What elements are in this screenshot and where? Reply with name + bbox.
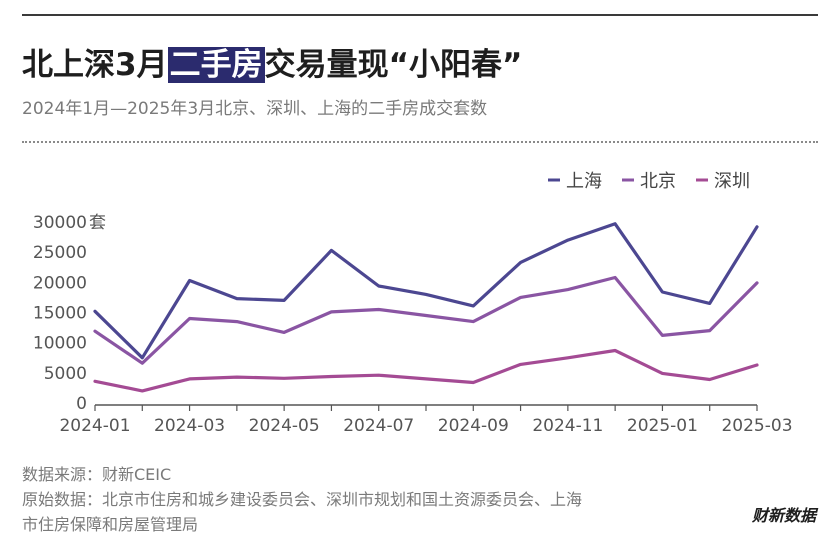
y-tick-label: 30000 [33, 213, 87, 233]
x-tick-label: 2024-11 [532, 416, 603, 436]
legend-label-3: 深圳 [714, 171, 750, 192]
x-tick-label: 2024-01 [59, 416, 130, 436]
title-suffix: 交易量现“小阳春” [264, 47, 523, 83]
series-line-1 [93, 222, 759, 360]
y-axis: 0 5000 10000 15000 20000 25000 30000 套 [33, 213, 106, 414]
x-tick-label: 2024-07 [343, 416, 414, 436]
source-line-1: 数据来源：财新CEIC [22, 465, 172, 484]
y-tick-label: 5000 [44, 364, 87, 384]
y-tick-label: 25000 [33, 243, 87, 263]
legend-label-2: 北京 [640, 171, 676, 192]
series-line-2 [93, 275, 759, 365]
source-line-2: 原始数据：北京市住房和城乡建设委员会、深圳市规划和国土资源委员会、上海 [22, 490, 583, 509]
x-tick-label: 2025-01 [627, 416, 698, 436]
y-unit-label: 套 [89, 213, 106, 233]
source-line-3: 市住房保障和房屋管理局 [22, 515, 199, 534]
series-lines [93, 222, 759, 393]
y-tick-label: 10000 [33, 334, 87, 354]
y-tick-label: 20000 [33, 273, 87, 293]
y-tick-label: 0 [76, 394, 87, 414]
series-line-3 [93, 348, 759, 393]
x-tick-label: 2025-03 [721, 416, 792, 436]
dotted-divider [22, 141, 818, 143]
title-prefix: 北上深3月 [22, 47, 168, 83]
brand-logo-text: 财新数据 [751, 506, 816, 525]
x-axis: 2024-01 2024-03 2024-05 2024-07 2024-09 2024-… [59, 404, 793, 436]
x-tick-label: 2024-09 [438, 416, 509, 436]
x-tick-label: 2024-05 [249, 416, 320, 436]
legend-label-1: 上海 [566, 171, 602, 192]
legend: 上海 北京 深圳 [548, 171, 750, 192]
x-tick-label: 2024-03 [154, 416, 225, 436]
source-note: 数据来源：财新CEIC 原始数据：北京市住房和城乡建设委员会、深圳市规划和国土资… [22, 462, 582, 537]
chart-subtitle: 2024年1月—2025年3月北京、深圳、上海的二手房成交套数 [22, 99, 488, 119]
title-highlight: 二手房 [167, 47, 265, 83]
y-tick-label: 15000 [33, 304, 87, 324]
top-rule [22, 14, 818, 16]
chart-title: 北上深3月二手房交易量现“小阳春” [22, 44, 522, 86]
